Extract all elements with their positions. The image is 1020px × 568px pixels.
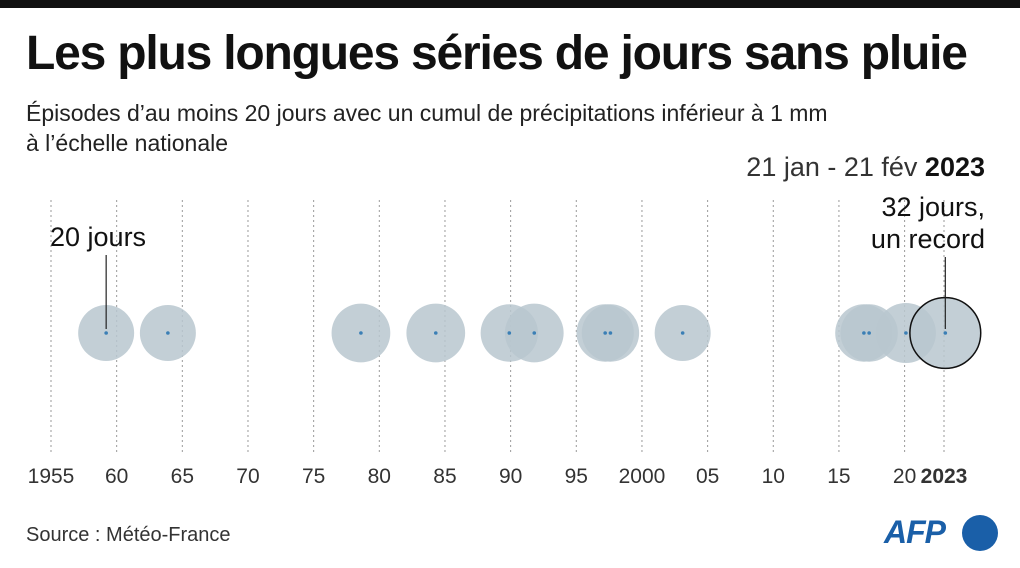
episode-center-dot: [166, 331, 170, 335]
x-tick-label: 05: [696, 465, 719, 488]
source-note: Source : Météo-France: [26, 524, 231, 546]
annotation-date-text: 21 jan - 21 fév: [746, 152, 925, 182]
chart-subtitle: Épisodes d’au moins 20 jours avec un cum…: [26, 98, 986, 158]
episode-center-dot: [532, 331, 537, 335]
x-tick-label: 2023: [921, 465, 968, 488]
afp-logo: AFP: [884, 512, 998, 552]
x-tick-label: 95: [565, 465, 588, 488]
chart-title: Les plus longues séries de jours sans pl…: [26, 27, 968, 80]
x-tick-label: 90: [499, 465, 522, 488]
episode-center-dot: [507, 331, 512, 335]
afp-logo-dot: [962, 515, 998, 551]
annotation-record-line-2: un record: [871, 224, 985, 254]
episode-center-dot: [943, 331, 948, 335]
episode-center-dot: [867, 331, 871, 335]
annotation-date-range: 21 jan - 21 fév 2023: [746, 152, 985, 182]
annotation-20-jours: 20 jours: [50, 222, 146, 252]
episode-center-dot: [862, 331, 866, 335]
afp-logo-text: AFP: [884, 514, 946, 550]
episode-center-dot: [433, 331, 438, 335]
x-tick-label: 1955: [28, 465, 75, 488]
x-tick-label: 20: [893, 465, 916, 488]
episode-center-dot: [608, 331, 613, 335]
top-bar: [0, 0, 1020, 8]
x-tick-label: 75: [302, 465, 325, 488]
annotation-record-line-1: 32 jours,: [881, 192, 985, 222]
x-tick-label: 60: [105, 465, 128, 488]
x-tick-label: 2000: [619, 465, 666, 488]
x-tick-label: 70: [236, 465, 259, 488]
x-tick-label: 80: [368, 465, 391, 488]
episode-center-dot: [104, 331, 108, 335]
episode-center-dot: [603, 331, 607, 335]
episode-center-dot: [680, 331, 685, 335]
episode-center-dot: [904, 331, 908, 335]
x-tick-label: 10: [762, 465, 785, 488]
x-tick-label: 15: [827, 465, 850, 488]
x-tick-label: 85: [433, 465, 456, 488]
x-tick-label: 65: [171, 465, 194, 488]
episode-center-dot: [359, 331, 363, 335]
annotation-year-text: 2023: [925, 152, 985, 182]
subtitle-line-1: Épisodes d’au moins 20 jours avec un cum…: [26, 100, 828, 126]
subtitle-line-2: à l’échelle nationale: [26, 130, 229, 156]
